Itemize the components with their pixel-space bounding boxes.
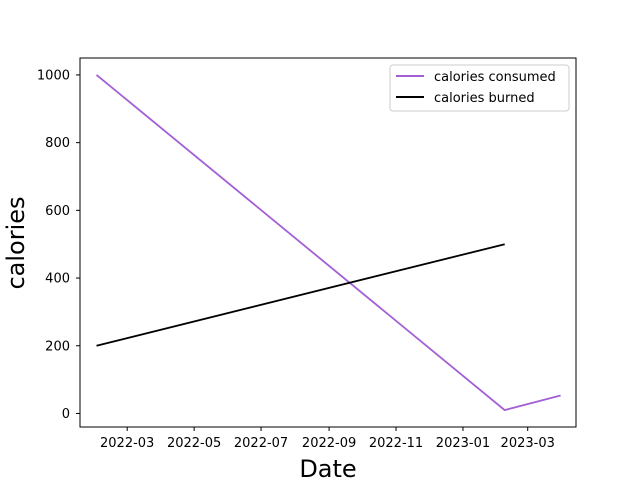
x-axis-ticks: 2022-03 2022-05 2022-07 2022-09 2022-11 2023-…: [100, 427, 555, 451]
y-tick-label: 0: [62, 407, 70, 422]
y-tick-label: 400: [45, 272, 70, 287]
x-axis-label: Date: [299, 455, 356, 480]
legend-label-calories-consumed: calories consumed: [434, 70, 556, 85]
x-tick-label: 2023-01: [436, 436, 490, 451]
legend: calories consumed calories burned: [389, 64, 570, 112]
series-line-calories-consumed: [95, 74, 561, 412]
legend-label-calories-burned: calories burned: [434, 91, 535, 106]
legend-box: [389, 64, 570, 112]
series-line-calories-burned: [96, 243, 505, 347]
x-tick-label: 2022-07: [234, 436, 288, 451]
y-tick-label: 800: [45, 136, 70, 151]
y-tick-label: 600: [45, 204, 70, 219]
x-tick-label: 2023-03: [501, 436, 555, 451]
x-tick-label: 2022-11: [369, 436, 423, 451]
axes-frame: [79, 57, 577, 428]
y-tick-label: 200: [45, 339, 70, 354]
plot-area: 2022-03 2022-05 2022-07 2022-09 2022-11 2023-…: [37, 57, 577, 451]
x-tick-label: 2022-09: [302, 436, 356, 451]
x-tick-label: 2022-05: [167, 436, 221, 451]
x-tick-label: 2022-03: [100, 436, 154, 451]
y-axis-label: calories: [2, 196, 30, 289]
series-layer: [95, 74, 561, 412]
y-axis-ticks: 0 200 400 600 800 1000: [37, 68, 80, 422]
y-tick-label: 1000: [37, 68, 70, 83]
